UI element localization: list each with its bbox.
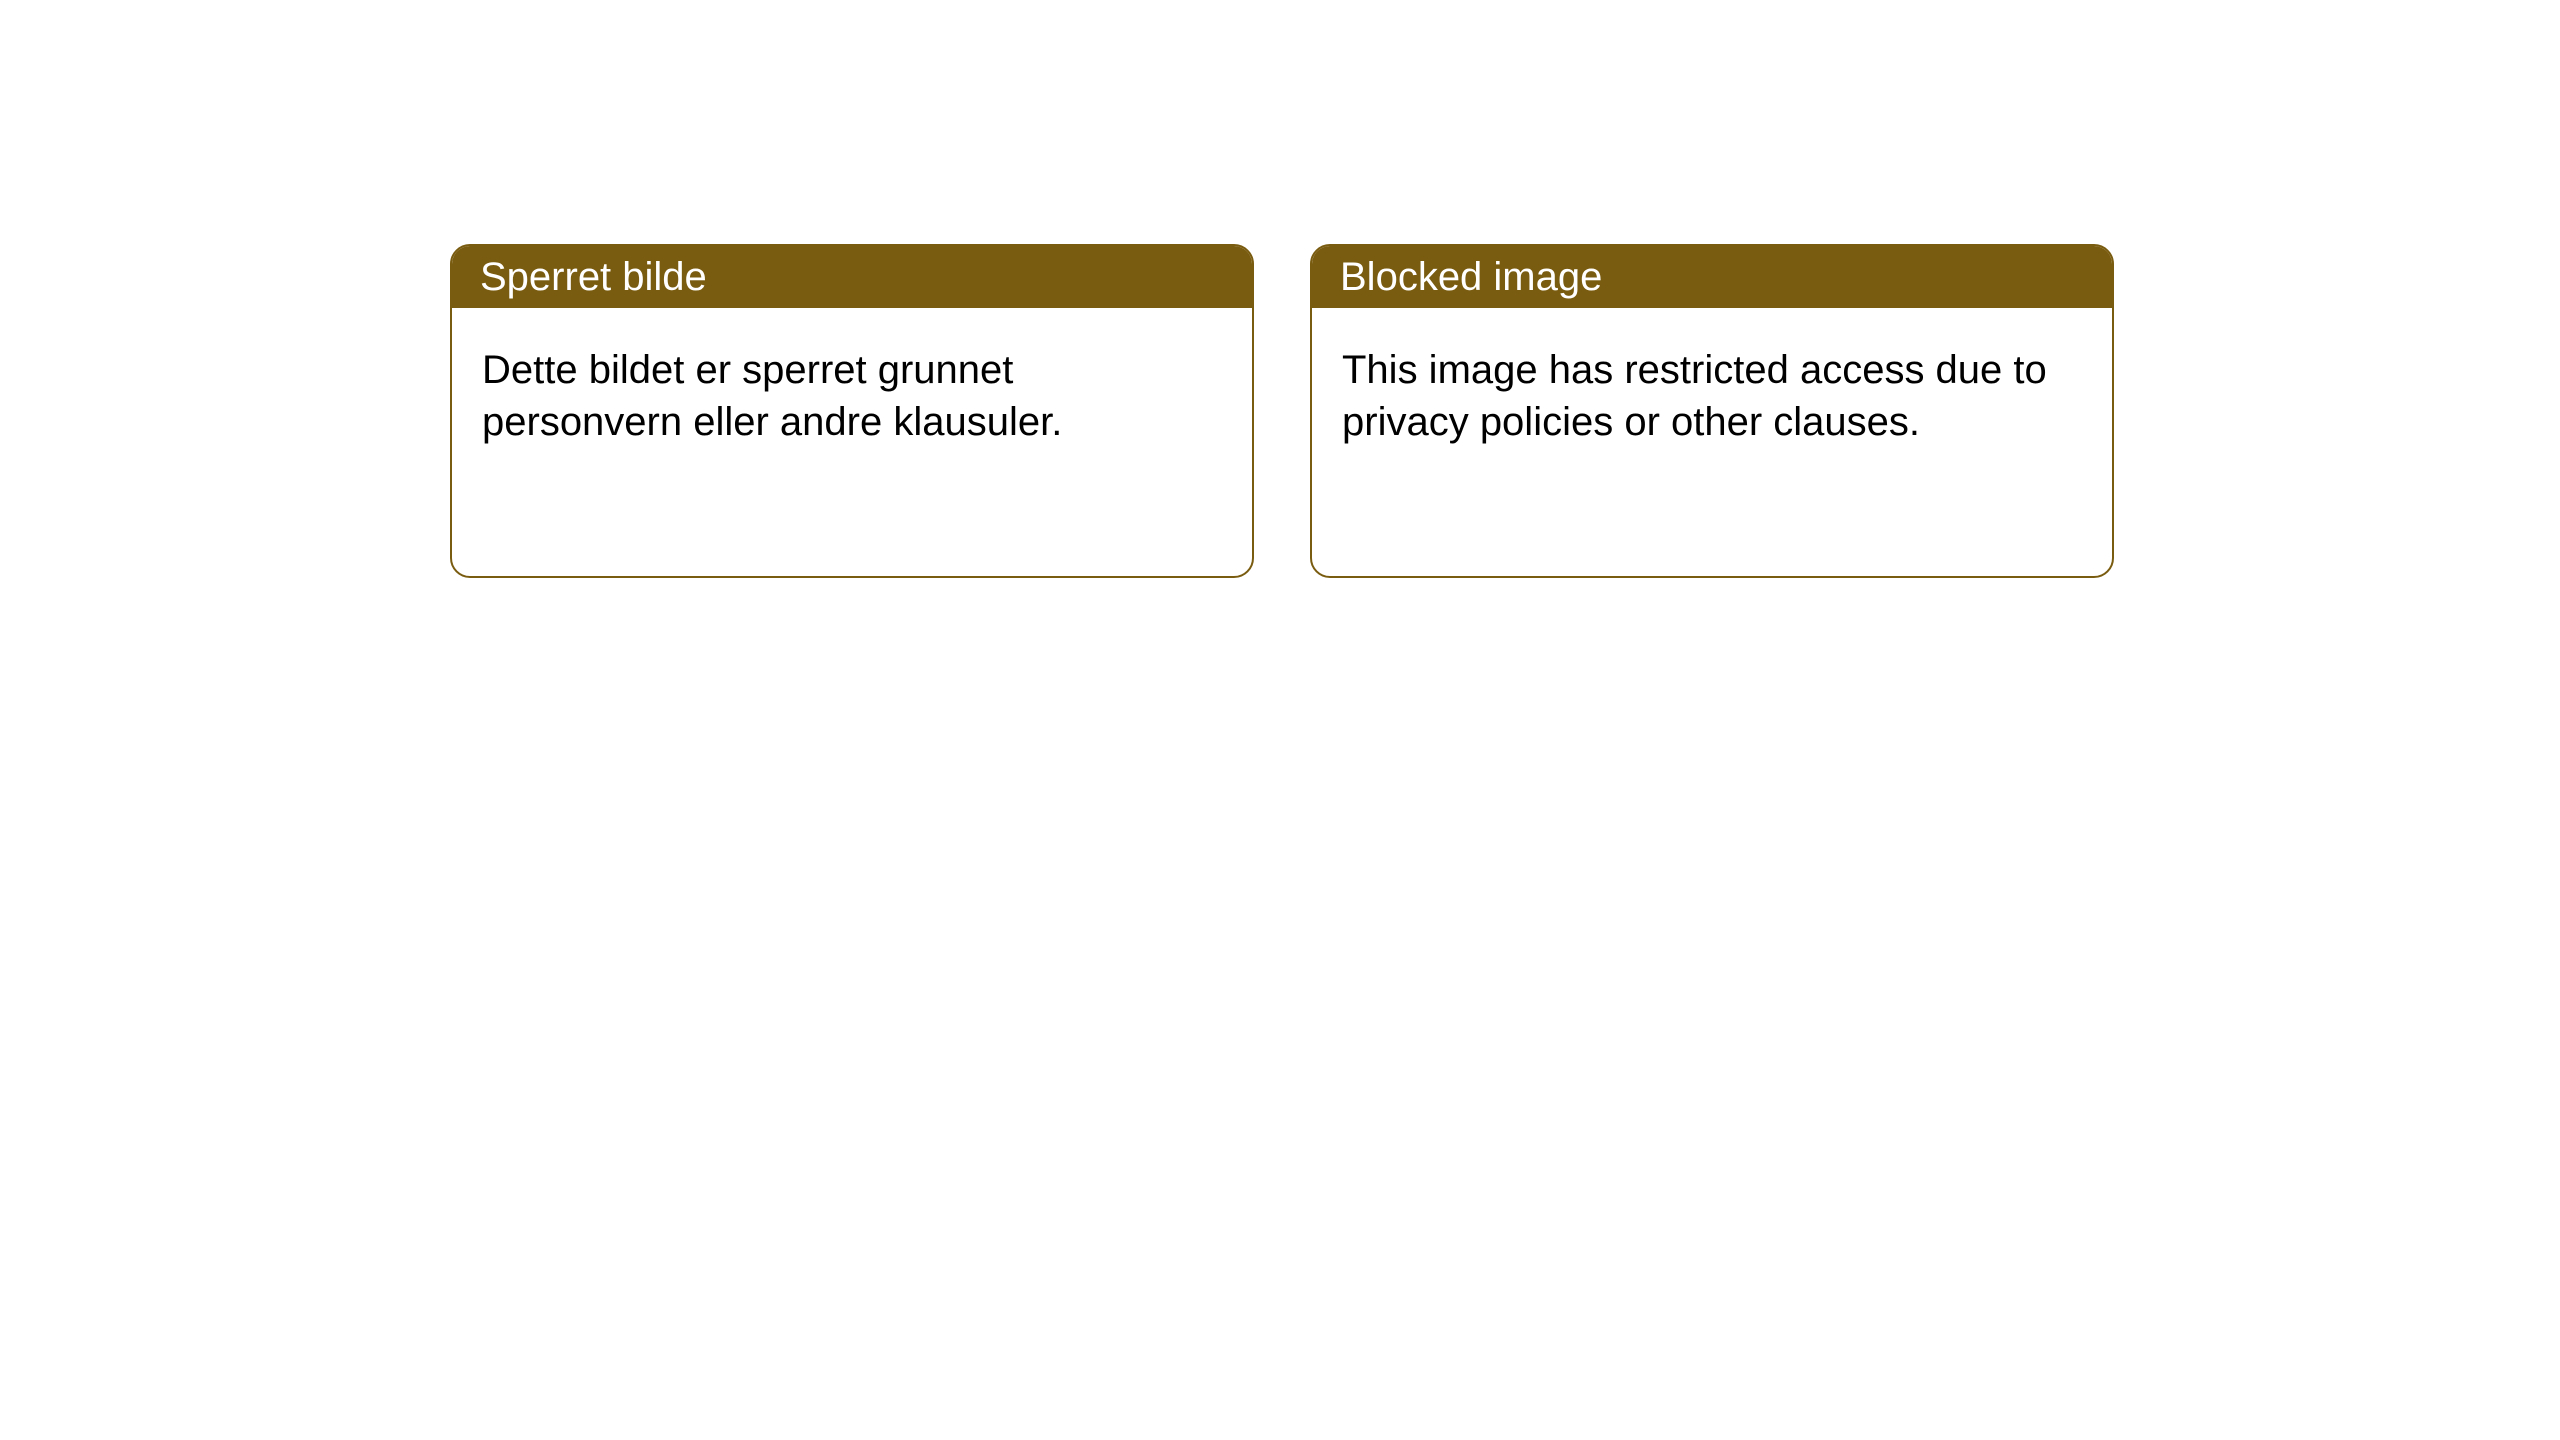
card-body: Dette bildet er sperret grunnet personve… bbox=[452, 308, 1252, 484]
card-title: Sperret bilde bbox=[480, 255, 707, 300]
card-title: Blocked image bbox=[1340, 255, 1602, 300]
notice-card-norwegian: Sperret bilde Dette bildet er sperret gr… bbox=[450, 244, 1254, 578]
card-header: Blocked image bbox=[1312, 246, 2112, 308]
notice-container: Sperret bilde Dette bildet er sperret gr… bbox=[450, 244, 2114, 578]
card-header: Sperret bilde bbox=[452, 246, 1252, 308]
card-body: This image has restricted access due to … bbox=[1312, 308, 2112, 484]
card-message: Dette bildet er sperret grunnet personve… bbox=[482, 348, 1062, 444]
notice-card-english: Blocked image This image has restricted … bbox=[1310, 244, 2114, 578]
card-message: This image has restricted access due to … bbox=[1342, 348, 2047, 444]
